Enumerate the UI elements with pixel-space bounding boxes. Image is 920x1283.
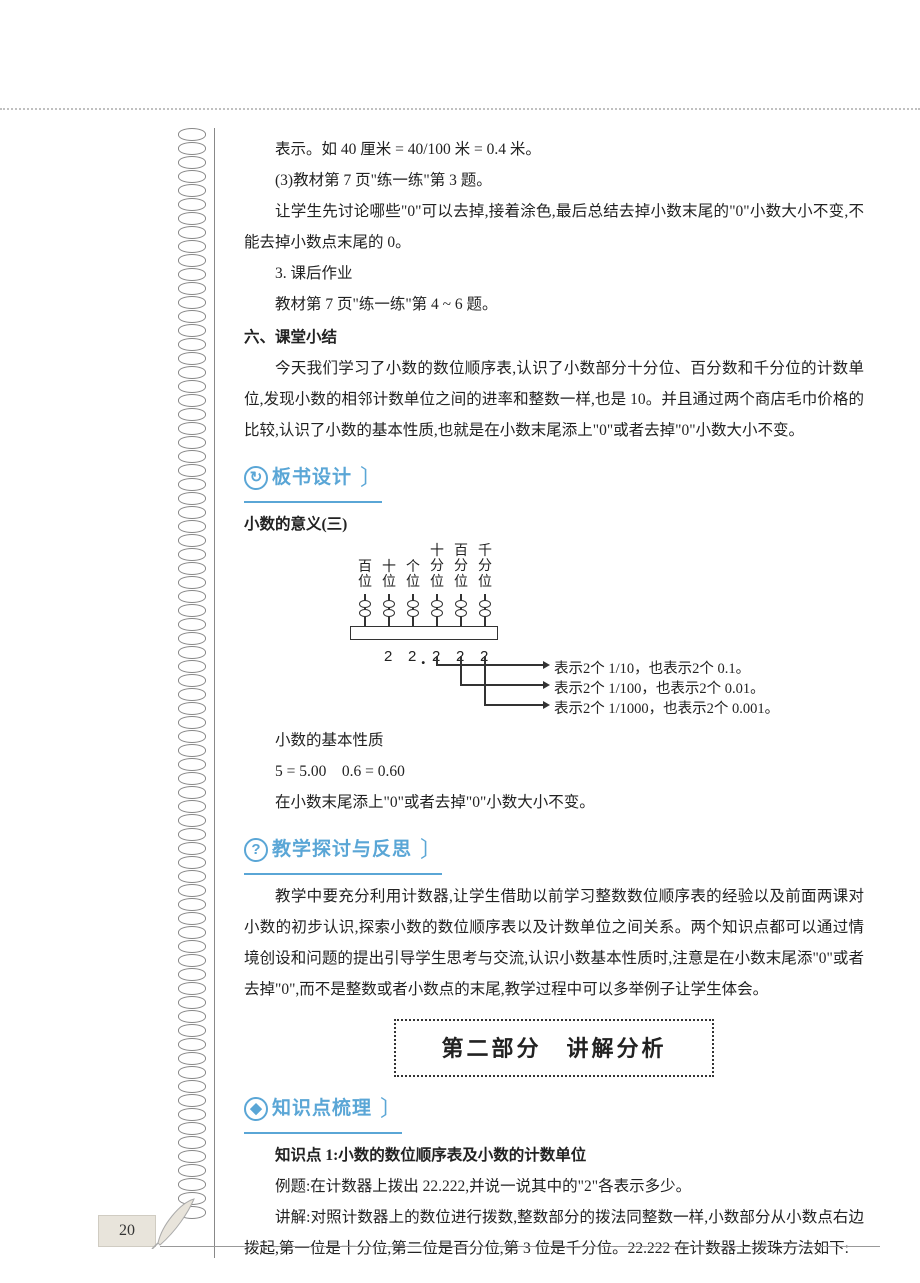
badge-label: 板书设计 [272, 459, 360, 497]
badge-board-design: ↻ 板书设计 〕 [244, 456, 864, 503]
paragraph: 教材第 7 页"练一练"第 4 ~ 6 题。 [244, 289, 864, 320]
paragraph: 例题:在计数器上拨出 22.222,并说一说其中的"2"各表示多少。 [244, 1171, 864, 1202]
section-heading: 六、课堂小结 [244, 322, 864, 353]
paragraph: (3)教材第 7 页"练一练"第 3 题。 [244, 165, 864, 196]
paragraph: 表示。如 40 厘米 = 40/100 米 = 0.4 米。 [244, 134, 864, 165]
paragraph: 3. 课后作业 [244, 258, 864, 289]
page-bottom-line [160, 1246, 880, 1247]
badge-label: 知识点梳理 [272, 1090, 380, 1128]
paragraph: 今天我们学习了小数的数位顺序表,认识了小数部分十分位、百分数和千分位的计数单位,… [244, 353, 864, 446]
paragraph: 讲解:对照计数器上的数位进行拨数,整数部分的拨法同整数一样,小数部分从小数点右边… [244, 1202, 864, 1264]
diagram-title: 小数的意义(三) [244, 509, 864, 540]
part2-title: 第二部分 讲解分析 [441, 1036, 666, 1061]
diamond-icon: ◆ [244, 1097, 268, 1121]
page-top-dotted-line [0, 108, 920, 110]
paragraph: 小数的基本性质 [244, 725, 864, 756]
badge-reflect: ? 教学探讨与反思 〕 [244, 828, 864, 875]
badge-knowledge: ◆ 知识点梳理 〕 [244, 1087, 864, 1134]
page-number-text: 20 [119, 1222, 135, 1240]
bracket-icon: 〕 [360, 456, 382, 500]
feather-icon [150, 1195, 200, 1249]
paragraph: 5 = 5.00 0.6 = 0.60 [244, 756, 864, 787]
question-icon: ? [244, 838, 268, 862]
bracket-icon: 〕 [420, 828, 442, 872]
page-content: 表示。如 40 厘米 = 40/100 米 = 0.4 米。 (3)教材第 7 … [244, 134, 864, 1264]
margin-vertical-line [214, 128, 215, 1258]
part2-title-box: 第二部分 讲解分析 [394, 1019, 714, 1077]
paragraph: 在小数末尾添上"0"或者去掉"0"小数大小不变。 [244, 787, 864, 818]
bracket-icon: 〕 [380, 1087, 402, 1131]
paragraph: 让学生先讨论哪些"0"可以去掉,接着涂色,最后总结去掉小数末尾的"0"小数大小不… [244, 196, 864, 258]
knowledge-point-title: 知识点 1:小数的数位顺序表及小数的计数单位 [244, 1140, 864, 1171]
abacus-diagram: 百位十位个位十分位百分位千分位22222.表示2个 1/10，也表示2个 0.1… [274, 544, 834, 719]
badge-label: 教学探讨与反思 [272, 831, 420, 869]
paragraph: 教学中要充分利用计数器,让学生借助以前学习整数数位顺序表的经验以及前面两课对小数… [244, 881, 864, 1005]
refresh-icon: ↻ [244, 466, 268, 490]
spiral-binding [178, 128, 206, 1220]
page-number: 20 [98, 1215, 156, 1247]
